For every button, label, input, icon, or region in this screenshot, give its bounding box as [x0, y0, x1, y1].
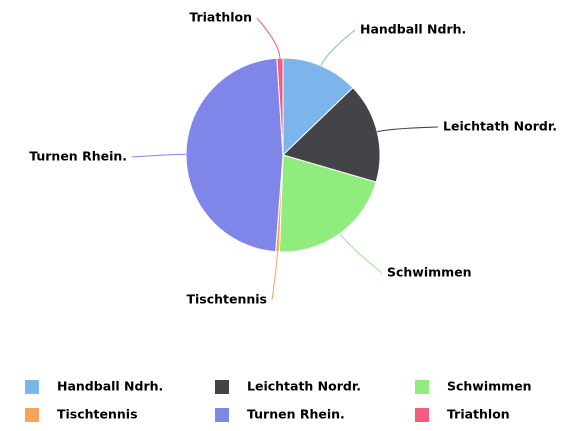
- connector: [320, 29, 356, 66]
- legend-label: Tischtennis: [57, 407, 138, 422]
- pie-slice: [278, 154, 377, 253]
- legend-swatch: [25, 380, 39, 394]
- legend-item: Turnen Rhein.: [215, 407, 345, 422]
- connector: [339, 233, 383, 274]
- legend-swatch: [415, 380, 429, 394]
- data-label: Leichtath Nordr.: [443, 119, 557, 134]
- connector: [131, 153, 187, 158]
- pie-slice: [185, 57, 284, 253]
- data-label: Handball Ndrh.: [360, 22, 466, 37]
- data-label: Turnen Rhein.: [29, 149, 127, 164]
- legend-label: Triathlon: [447, 407, 510, 422]
- legend-item: Tischtennis: [25, 407, 138, 422]
- legend-swatch: [215, 408, 229, 422]
- legend-swatch: [25, 408, 39, 422]
- connector: [271, 251, 279, 301]
- data-label: Triathlon: [189, 10, 252, 25]
- legend-item: Handball Ndrh.: [25, 379, 163, 394]
- data-label: Tischtennis: [186, 292, 267, 307]
- data-label: Schwimmen: [387, 265, 472, 280]
- legend-item: Schwimmen: [415, 379, 532, 394]
- legend-swatch: [415, 408, 429, 422]
- legend-label: Handball Ndrh.: [57, 379, 163, 394]
- legend-item: Triathlon: [415, 407, 510, 422]
- legend-label: Turnen Rhein.: [247, 407, 345, 422]
- connector: [377, 126, 439, 133]
- pie-slice: [282, 87, 381, 183]
- legend-label: Schwimmen: [447, 379, 532, 394]
- connector: [256, 17, 281, 59]
- legend-label: Leichtath Nordr.: [247, 379, 361, 394]
- legend-item: Leichtath Nordr.: [215, 379, 361, 394]
- legend-swatch: [215, 380, 229, 394]
